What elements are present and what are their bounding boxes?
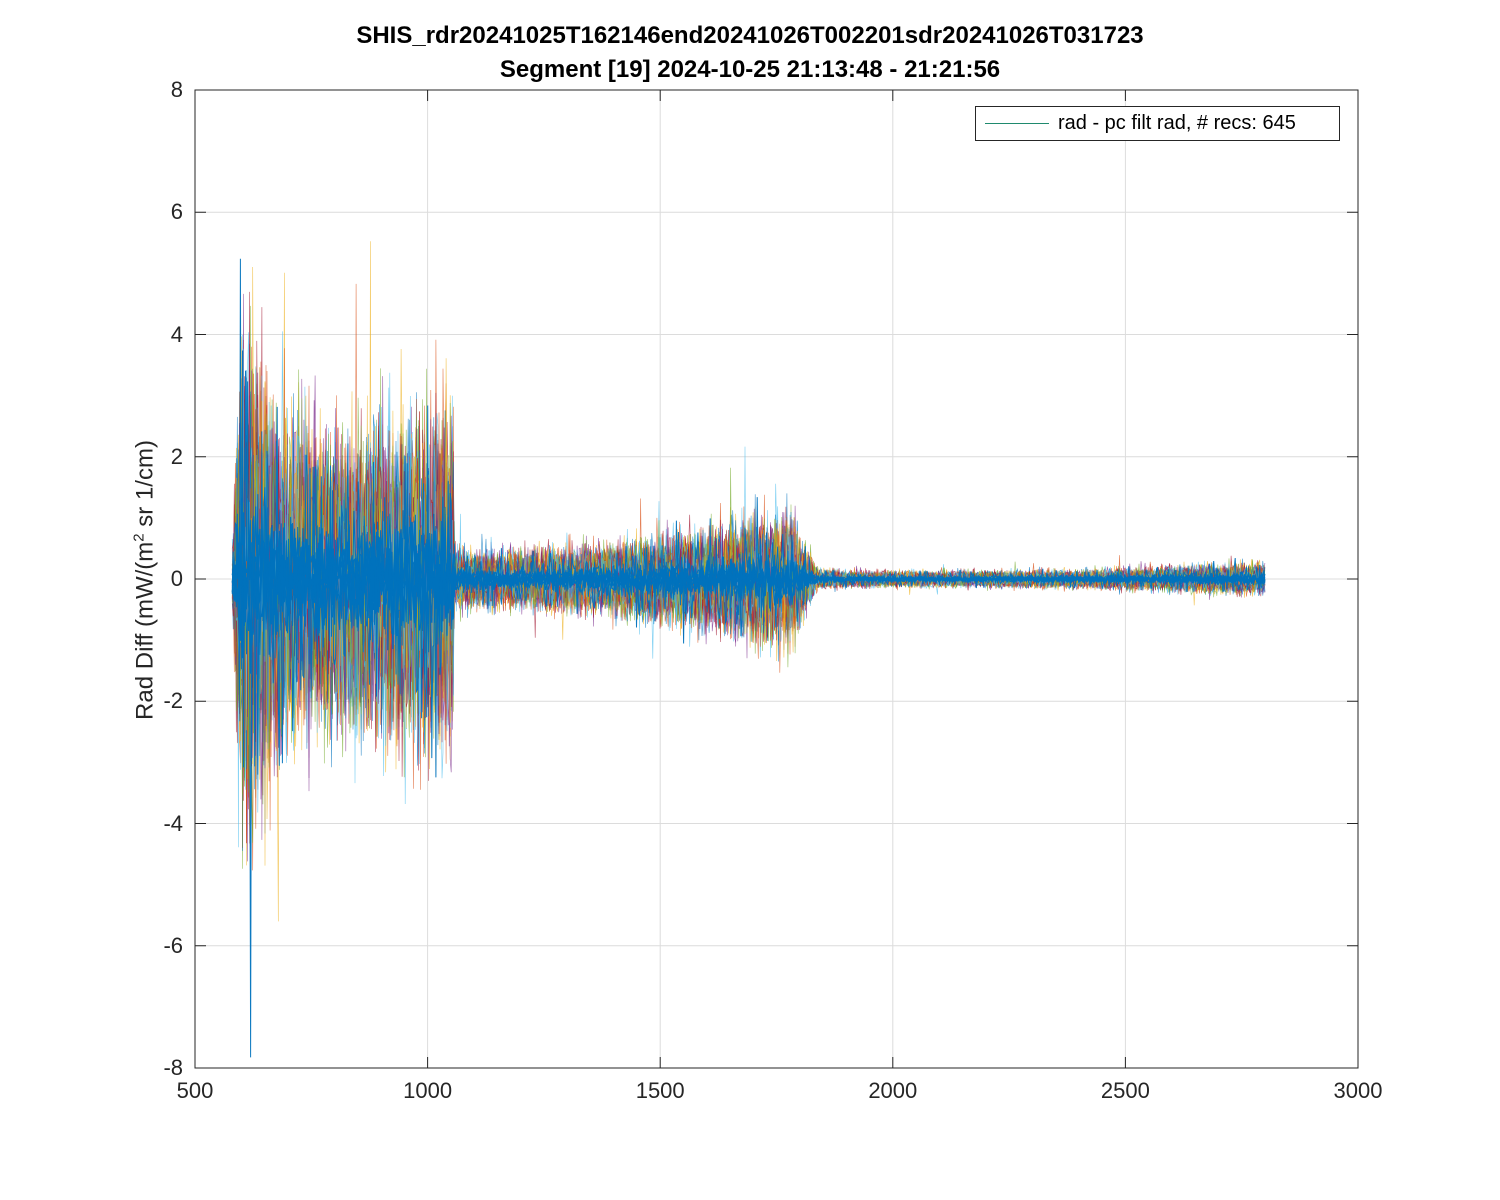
- spectrum-trace-core: [231, 498, 1266, 653]
- x-tick-label: 2000: [868, 1078, 918, 1103]
- x-tick-label: 1000: [403, 1078, 453, 1103]
- legend: rad - pc filt rad, # recs: 645: [975, 106, 1340, 141]
- y-axis-label: Rad Diff (mW/(m2 sr 1/cm): [131, 440, 160, 720]
- y-tick-label: -2: [163, 688, 183, 714]
- x-tick-label: 3000: [1333, 1078, 1383, 1103]
- chart-subtitle: Segment [19] 2024-10-25 21:13:48 - 21:21…: [499, 56, 1001, 83]
- y-tick-label: 2: [170, 443, 183, 469]
- spectrum-trace-core: [231, 502, 1266, 657]
- y-tick-label: -8: [163, 1055, 183, 1080]
- legend-label: rad - pc filt rad, # recs: 645: [1058, 112, 1296, 134]
- x-tick-label: 2500: [1100, 1078, 1150, 1103]
- y-tick-label: 4: [170, 321, 183, 347]
- y-tick-label: 8: [170, 77, 183, 102]
- ticks: [194, 89, 1359, 1069]
- y-axis-label-tail: sr 1/cm): [131, 440, 159, 534]
- y-tick-label: 0: [170, 566, 183, 591]
- y-tick-label: -4: [163, 810, 183, 836]
- x-tick-label: 1500: [635, 1078, 685, 1103]
- y-tick-label: 6: [170, 199, 183, 225]
- y-axis-label-main: Rad Diff (mW/(m: [131, 541, 159, 720]
- data-series: [231, 241, 1266, 1058]
- y-axis-label-superscript: 2: [130, 533, 148, 542]
- x-tick-label: 500: [176, 1078, 214, 1103]
- y-tick-label: -6: [163, 932, 183, 958]
- chart-title: SHIS_rdr20241025T162146end20241026T00220…: [356, 22, 1144, 49]
- legend-line-sample: [985, 123, 1049, 124]
